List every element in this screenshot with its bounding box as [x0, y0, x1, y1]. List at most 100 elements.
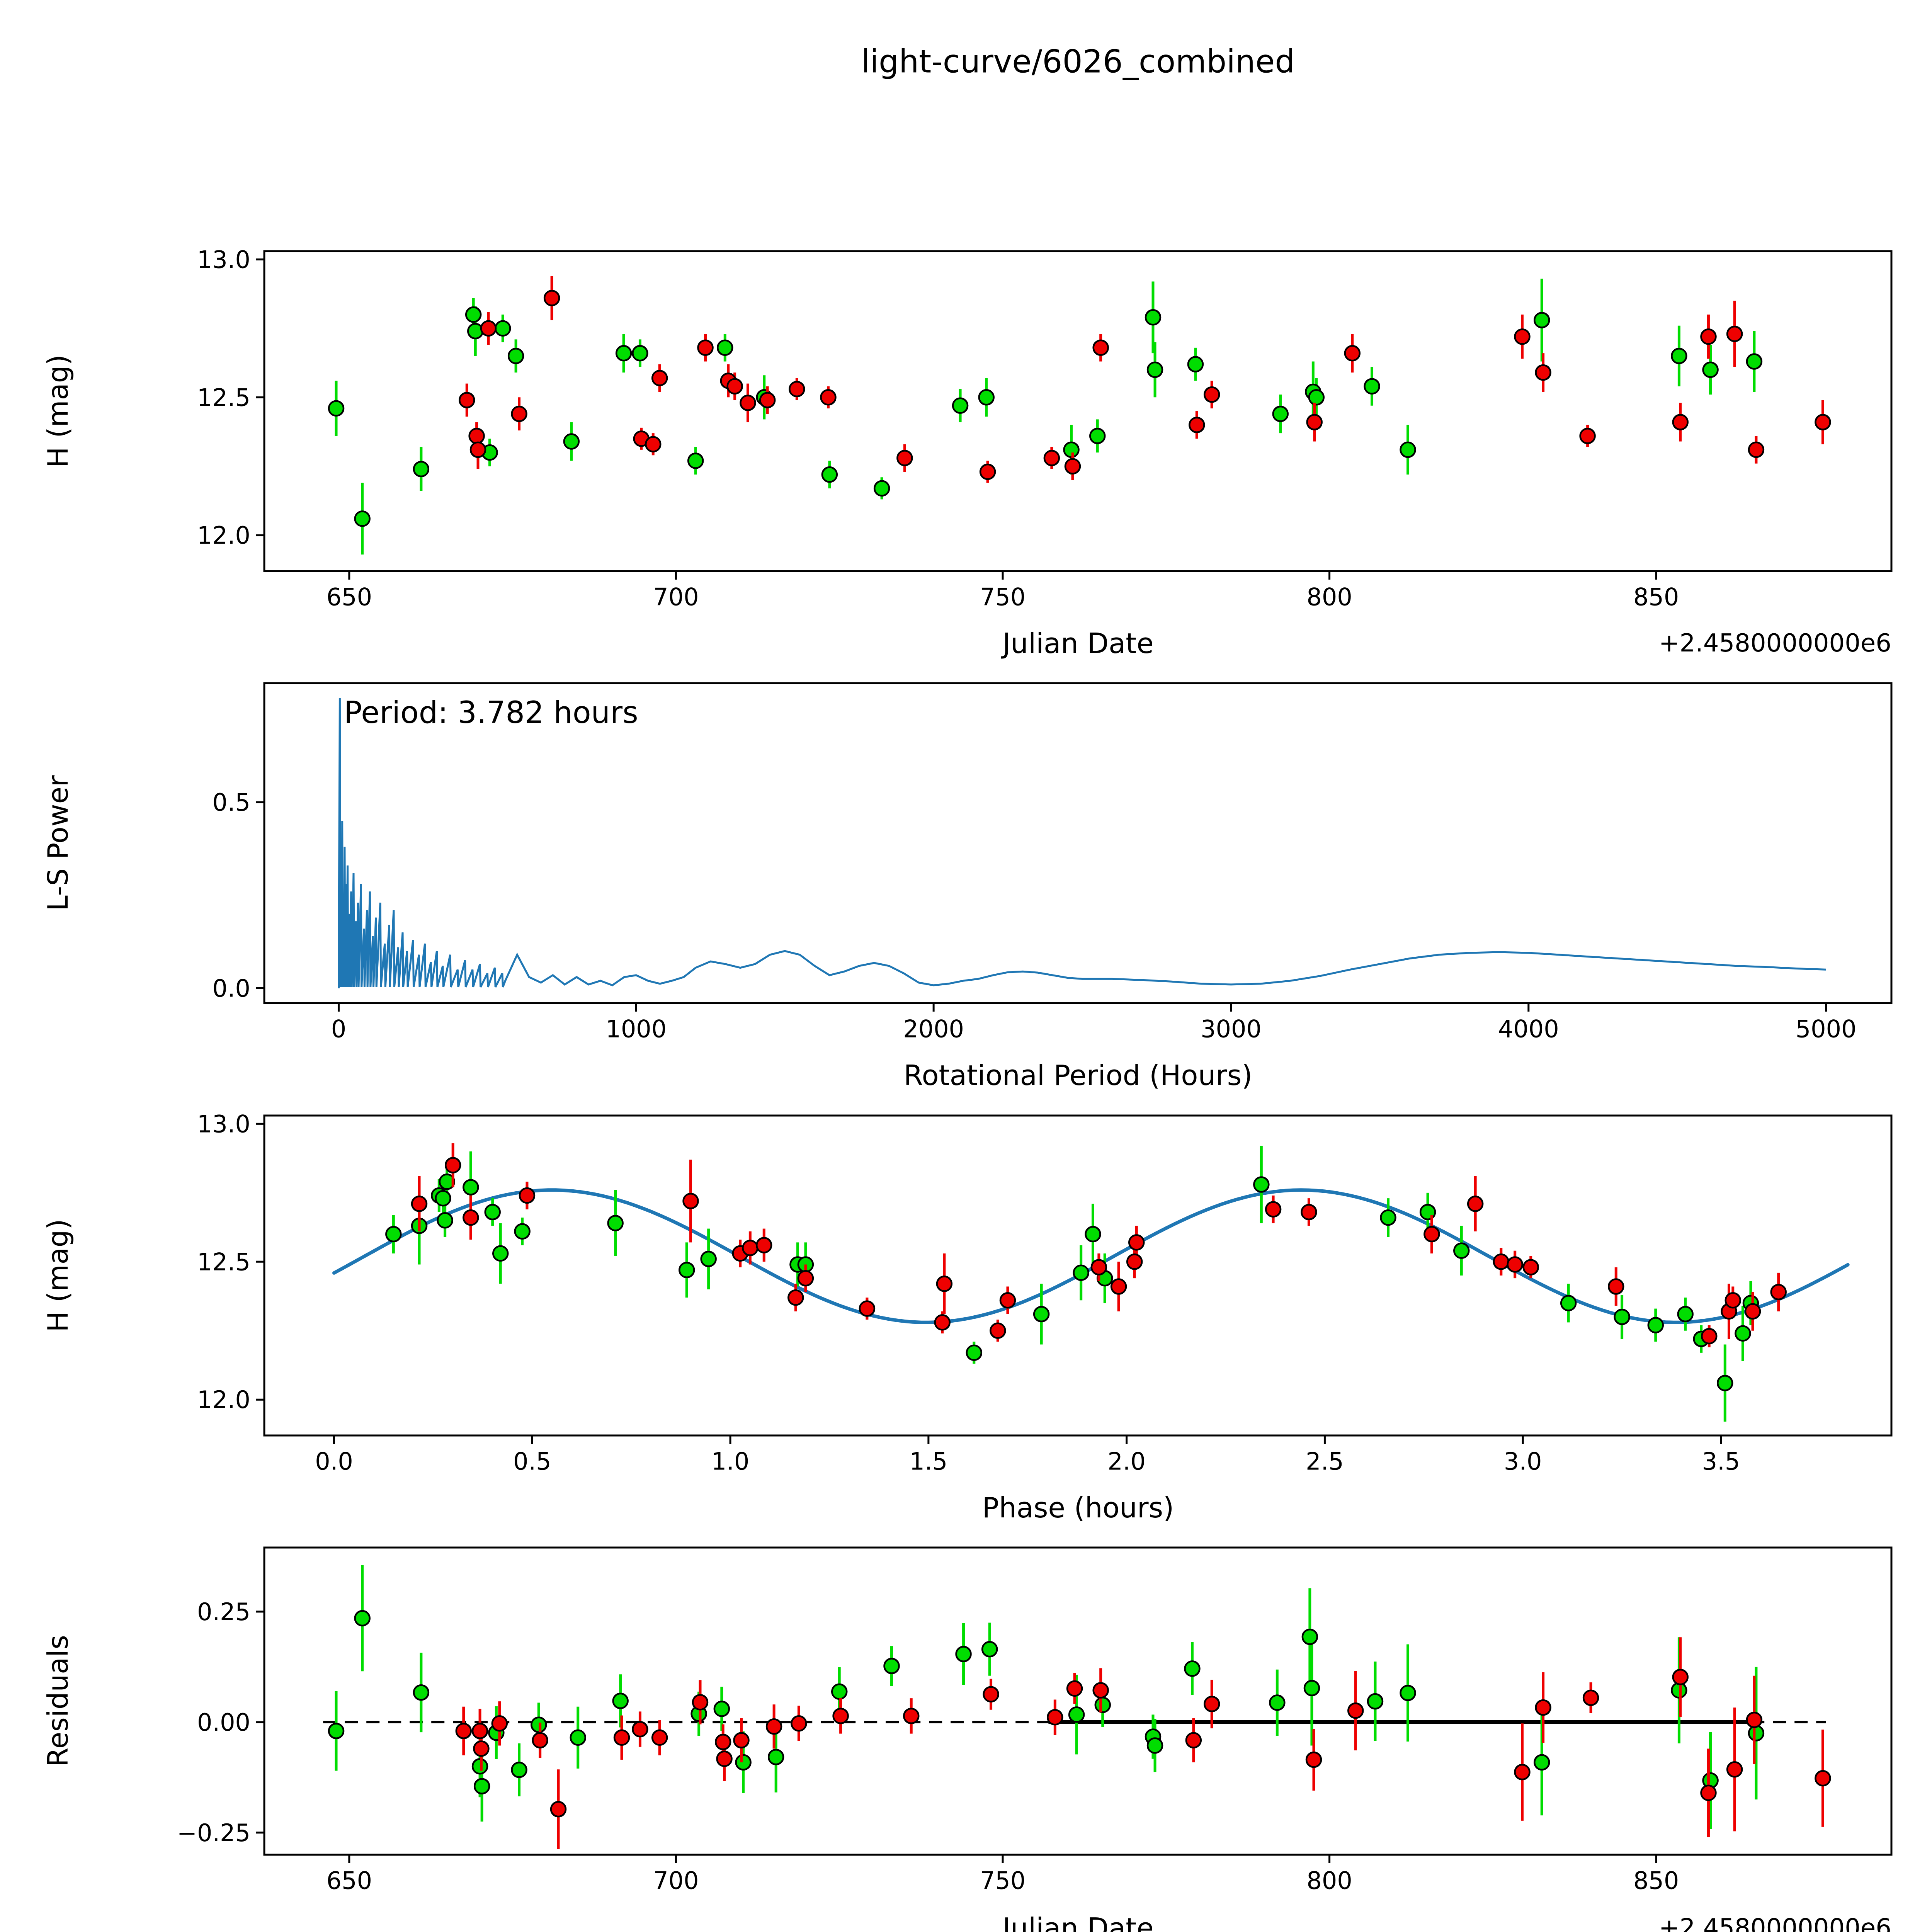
data-point-marker	[459, 392, 475, 408]
residuals-series-green	[328, 1565, 1765, 1829]
x-tick-label: 2.0	[1107, 1447, 1146, 1475]
lightcurve-series-green	[328, 279, 1763, 555]
x-tick-label: 650	[327, 1866, 372, 1895]
data-point-marker	[411, 1196, 428, 1212]
x-tick-label: 800	[1306, 583, 1352, 611]
y-tick-label: 0.5	[212, 788, 250, 816]
data-point-marker	[1110, 1278, 1127, 1295]
data-point-marker	[563, 433, 580, 450]
data-point-marker	[1735, 1325, 1751, 1342]
residuals-y-axis-label: Residuals	[42, 1635, 74, 1767]
x-tick-label: 700	[653, 1866, 699, 1895]
data-point-marker	[570, 1729, 587, 1746]
data-point-marker	[733, 1732, 750, 1748]
data-point-marker	[714, 1734, 731, 1750]
data-point-marker	[1647, 1317, 1664, 1333]
data-point-marker	[1467, 1196, 1484, 1212]
x-tick-label: 0	[331, 1015, 346, 1043]
y-tick-label: 12.0	[197, 1386, 250, 1414]
data-point-marker	[514, 1223, 531, 1240]
data-point-marker	[1126, 1253, 1143, 1270]
lightcurve-y-axis-label: H (mag)	[42, 354, 74, 468]
data-point-marker	[651, 1729, 668, 1746]
lightcurve-plot: 650 700 750 800 850 13.0 12.5 12.0	[197, 245, 1893, 611]
data-point-marker	[716, 1750, 733, 1767]
phase-y-axis-label: H (mag)	[42, 1219, 74, 1332]
data-point-marker	[859, 1300, 876, 1317]
data-point-marker	[1128, 1234, 1145, 1251]
data-point-marker	[1146, 1737, 1163, 1754]
data-point-marker	[469, 441, 486, 458]
data-point-marker	[1187, 356, 1204, 372]
data-point-marker	[1748, 441, 1765, 458]
data-point-marker	[543, 290, 560, 306]
data-point-marker	[789, 381, 805, 398]
data-point-marker	[1066, 1680, 1083, 1697]
x-tick-label: 1.0	[711, 1447, 750, 1475]
residuals-series-red	[455, 1637, 1831, 1849]
data-point-marker	[1677, 1306, 1694, 1323]
lightcurve-x-offset-text: +2.4580000000e6	[1659, 629, 1891, 658]
data-point-marker	[936, 1276, 953, 1292]
data-point-marker	[765, 1718, 782, 1735]
x-tick-label: 800	[1306, 1866, 1352, 1895]
data-point-marker	[1303, 1680, 1320, 1697]
data-point-marker	[413, 1684, 430, 1701]
y-tick-label: 0.25	[197, 1598, 250, 1626]
data-point-marker	[1203, 386, 1220, 403]
phased-lightcurve-plot: 0.0 0.5 1.0 1.5 2.0 2.5 3.0 3.5 13.0 12.5 12.0	[197, 1110, 1893, 1475]
data-point-marker	[1582, 1689, 1599, 1706]
data-point-marker	[465, 306, 482, 323]
data-point-marker	[1301, 1628, 1318, 1645]
data-point-marker	[1145, 309, 1162, 326]
lightcurve-series-red	[459, 276, 1831, 483]
data-point-marker	[1203, 1696, 1220, 1713]
data-point-marker	[1185, 1732, 1202, 1748]
data-point-marker	[1725, 1292, 1742, 1309]
data-point-marker	[645, 436, 662, 452]
data-point-marker	[511, 405, 527, 422]
data-point-marker	[755, 1237, 772, 1253]
data-point-marker	[1189, 417, 1205, 433]
axes-spines	[263, 250, 1893, 572]
periodogram-y-axis-label: L-S Power	[42, 775, 74, 911]
x-tick-label: 0.0	[315, 1447, 353, 1475]
data-point-marker	[1748, 1725, 1765, 1742]
data-point-marker	[797, 1270, 814, 1287]
x-tick-label: 0.5	[513, 1447, 551, 1475]
x-tick-label: 1.5	[910, 1447, 948, 1475]
data-point-marker	[613, 1729, 630, 1746]
x-tick-label: 2.5	[1306, 1447, 1344, 1475]
data-point-marker	[354, 1610, 371, 1627]
data-point-marker	[1400, 1685, 1416, 1701]
phased-lightcurve-series-green	[385, 1146, 1759, 1422]
data-point-marker	[1493, 1253, 1510, 1270]
data-point-marker	[1671, 347, 1687, 364]
data-point-marker	[532, 1732, 548, 1748]
x-tick-label: 850	[1633, 583, 1679, 611]
data-point-marker	[1514, 328, 1531, 345]
data-point-marker	[903, 1708, 920, 1725]
x-tick-label: 3.0	[1504, 1447, 1542, 1475]
data-point-marker	[1507, 1256, 1523, 1273]
data-point-marker	[439, 1173, 456, 1190]
x-tick-label: 700	[653, 583, 699, 611]
data-point-marker	[821, 466, 838, 483]
phased-lightcurve-series-red	[411, 1143, 1787, 1347]
data-point-marker	[455, 1723, 472, 1739]
data-point-marker	[1717, 1375, 1733, 1391]
data-point-marker	[491, 1715, 508, 1732]
data-point-marker	[717, 339, 733, 356]
residuals-x-offset-text: +2.4580000000e6	[1659, 1914, 1891, 1932]
data-point-marker	[468, 427, 485, 444]
data-point-marker	[955, 1646, 972, 1662]
data-point-marker	[1702, 361, 1719, 378]
x-tick-label: 5000	[1796, 1015, 1857, 1043]
data-point-marker	[1146, 361, 1163, 378]
data-point-marker	[981, 1641, 998, 1658]
data-point-marker	[1726, 325, 1743, 342]
data-point-marker	[1423, 1226, 1440, 1243]
data-point-marker	[1746, 1711, 1763, 1728]
x-tick-label: 750	[980, 1866, 1026, 1895]
data-point-marker	[1344, 345, 1361, 362]
